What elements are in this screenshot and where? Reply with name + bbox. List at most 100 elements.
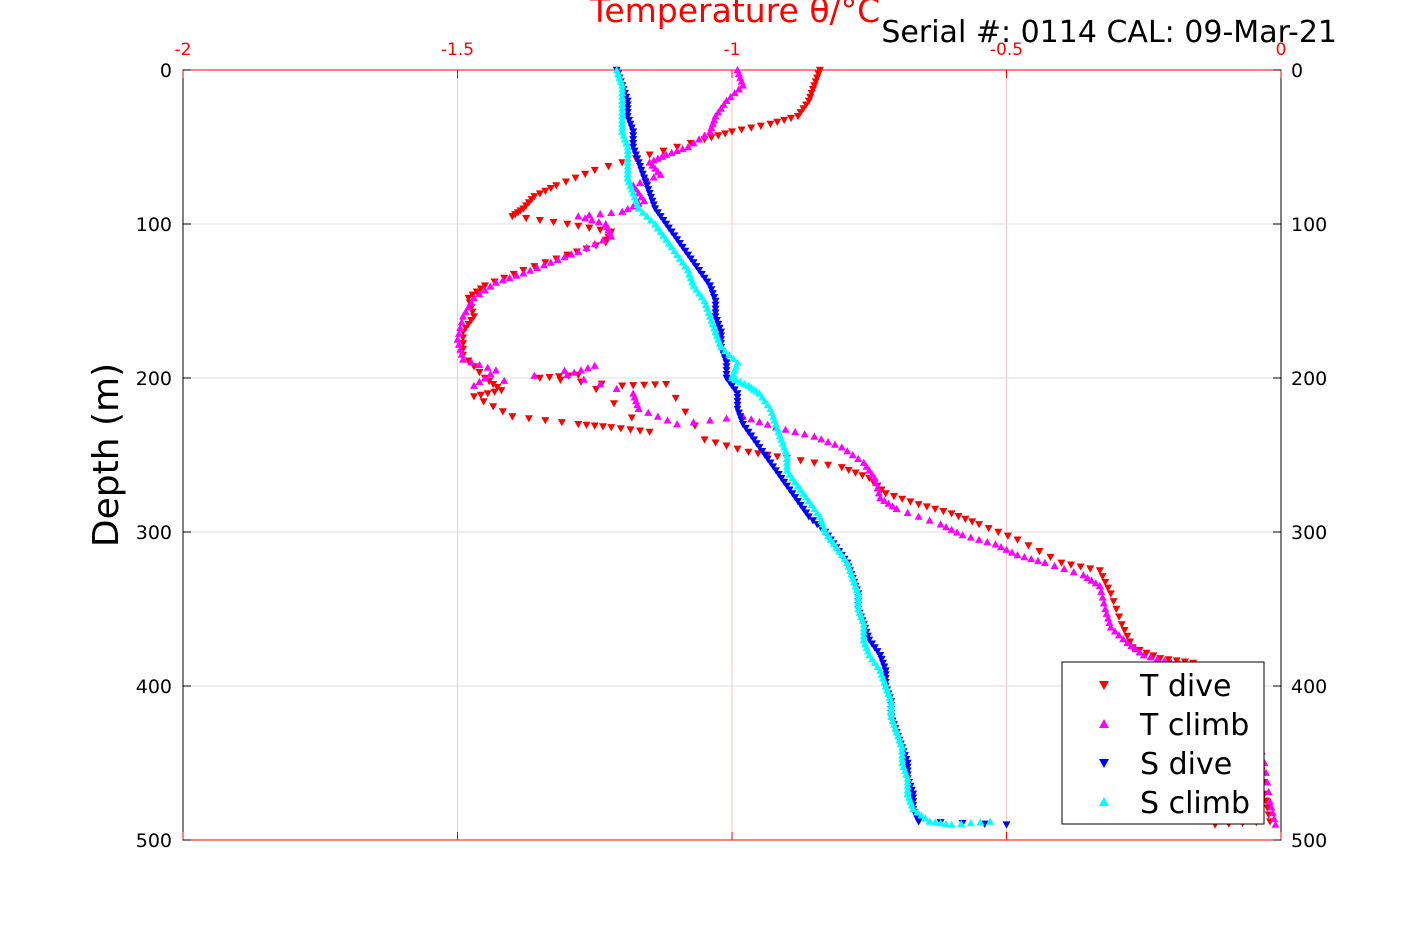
data-point	[640, 381, 649, 389]
data-point	[598, 236, 607, 244]
data-point	[472, 288, 481, 296]
data-point	[1106, 590, 1115, 598]
data-point	[636, 427, 645, 435]
data-point	[500, 376, 509, 384]
data-point	[976, 818, 985, 826]
data-point	[1087, 576, 1096, 584]
data-point	[889, 492, 898, 501]
data-point	[695, 135, 704, 143]
data-point	[574, 421, 583, 429]
data-point	[722, 367, 731, 375]
data-point	[859, 624, 868, 632]
data-point	[909, 805, 918, 813]
data-point	[623, 162, 632, 170]
data-point	[681, 247, 690, 255]
data-point	[1142, 649, 1151, 657]
x-tick-label: -1.5	[441, 40, 474, 60]
data-point	[574, 212, 583, 220]
y-tick-label-right: 400	[1291, 676, 1327, 698]
data-point	[1083, 573, 1092, 582]
data-point	[647, 216, 656, 224]
data-point	[1127, 641, 1136, 650]
y-tick-label-right: 100	[1291, 214, 1327, 236]
chart-title: Temperature θ/°C	[589, 0, 880, 30]
data-point	[1013, 551, 1022, 559]
data-point	[936, 520, 945, 528]
data-point	[582, 421, 591, 429]
data-point	[947, 525, 956, 533]
data-point	[796, 501, 805, 510]
data-point	[802, 101, 811, 109]
data-point	[678, 243, 687, 252]
legend-marker	[1099, 719, 1109, 728]
data-point	[873, 648, 882, 656]
data-point	[585, 224, 594, 232]
data-point	[535, 190, 544, 198]
data-point	[684, 143, 693, 151]
data-point	[651, 381, 660, 389]
data-point	[854, 593, 863, 601]
data-point	[1057, 559, 1066, 567]
data-point	[627, 414, 636, 422]
data-point	[623, 146, 632, 155]
data-point	[634, 159, 643, 167]
data-point	[706, 282, 715, 290]
data-point	[758, 447, 767, 456]
series-t-climb	[453, 66, 1280, 828]
data-point	[887, 697, 896, 705]
data-point	[1106, 623, 1115, 631]
data-point	[903, 778, 912, 786]
data-point	[618, 85, 627, 93]
data-point	[533, 263, 542, 272]
data-point	[577, 366, 586, 374]
data-point	[641, 178, 650, 186]
data-point	[752, 440, 761, 448]
data-point	[711, 305, 720, 313]
data-point	[747, 124, 756, 132]
data-point	[626, 120, 635, 128]
data-point	[493, 384, 502, 392]
data-point	[464, 320, 473, 329]
data-point	[581, 170, 590, 178]
data-point	[640, 174, 649, 182]
data-point	[811, 78, 820, 86]
data-point	[1104, 614, 1113, 622]
data-point	[733, 394, 742, 402]
data-point	[1097, 587, 1106, 595]
data-point	[616, 425, 625, 433]
data-point	[607, 232, 616, 240]
data-point	[638, 170, 647, 178]
data-point	[942, 819, 951, 828]
data-point	[480, 286, 489, 294]
legend-entry-label: T climb	[1139, 708, 1249, 743]
data-point	[468, 291, 477, 299]
data-point	[854, 454, 863, 463]
data-point	[722, 363, 731, 371]
data-point	[486, 282, 495, 290]
data-point	[903, 785, 912, 794]
data-point	[749, 436, 758, 444]
data-point	[722, 359, 731, 367]
data-point	[1149, 652, 1158, 660]
data-point	[618, 123, 627, 131]
data-point	[791, 427, 800, 436]
data-point	[710, 293, 719, 302]
data-point	[618, 81, 627, 89]
legend-marker	[1099, 797, 1109, 806]
data-point	[808, 86, 817, 94]
data-point	[737, 417, 746, 425]
data-point	[467, 317, 476, 325]
data-point	[594, 218, 603, 226]
data-point	[667, 148, 676, 156]
data-point	[722, 442, 731, 450]
data-point	[1263, 804, 1272, 812]
data-point	[618, 382, 627, 390]
data-point	[1131, 645, 1140, 653]
data-point	[830, 440, 839, 448]
data-point	[843, 447, 852, 455]
data-point	[925, 516, 934, 524]
data-point	[1119, 635, 1128, 643]
data-point	[607, 208, 616, 217]
data-point	[629, 139, 638, 148]
data-point	[467, 358, 476, 366]
